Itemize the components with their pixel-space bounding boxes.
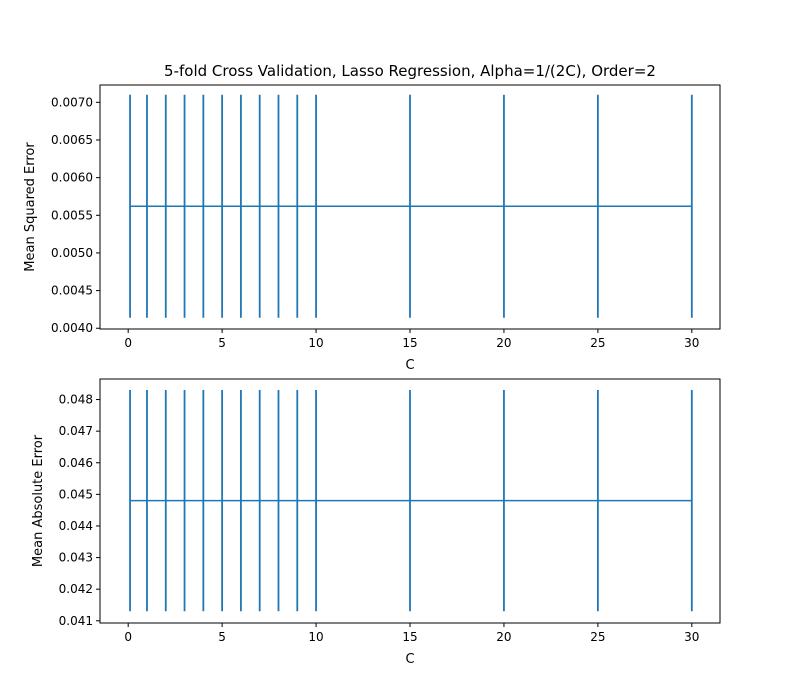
mae-x-axis-label: C [405, 652, 414, 667]
mse-x-tick-label: 0 [124, 336, 132, 350]
mse-x-tick-label: 10 [308, 336, 323, 350]
chart-title: 5-fold Cross Validation, Lasso Regressio… [164, 62, 656, 80]
mse-y-axis-label: Mean Squared Error [23, 142, 38, 272]
mse-x-tick-label: 30 [684, 336, 699, 350]
mse-y-tick-label: 0.0065 [51, 133, 93, 147]
mae-y-tick-label: 0.045 [59, 487, 93, 501]
mse-y-tick-label: 0.0045 [51, 284, 93, 298]
mae-x-tick-label: 30 [684, 630, 699, 644]
mse-y-tick-label: 0.0055 [51, 208, 93, 222]
mae-x-tick-label: 5 [218, 630, 226, 644]
mae-y-tick-label: 0.041 [59, 614, 93, 628]
mse-x-tick-label: 15 [402, 336, 417, 350]
mae-x-tick-label: 10 [308, 630, 323, 644]
mae-y-tick-label: 0.047 [59, 424, 93, 438]
mae-panel: 0 5 10 15 20 25 30 0.041 0.042 0.043 0.044 0.045 0.0… [31, 378, 721, 667]
mae-y-tick-label: 0.042 [59, 582, 93, 596]
mse-y-tick-label: 0.0070 [51, 95, 93, 109]
mae-y-tick-label: 0.048 [59, 393, 93, 407]
mae-y-tick-label: 0.044 [59, 519, 93, 533]
mse-y-tick-label: 0.0050 [51, 246, 93, 260]
mse-x-tick-label: 5 [218, 336, 226, 350]
mse-panel: 0 5 10 15 20 25 30 0.0040 0.0045 0.0050 0.0055 0.00… [23, 84, 721, 373]
mae-y-axis-label: Mean Absolute Error [31, 434, 46, 567]
mse-x-tick-label: 20 [496, 336, 511, 350]
mae-x-tick-label: 25 [590, 630, 605, 644]
mse-x-tick-label: 25 [590, 336, 605, 350]
mse-y-tick-label: 0.0040 [51, 321, 93, 335]
mse-y-tick-label: 0.0060 [51, 171, 93, 185]
mse-x-axis-label: C [405, 358, 414, 373]
mae-x-tick-label: 15 [402, 630, 417, 644]
mae-x-tick-label: 20 [496, 630, 511, 644]
mae-y-tick-label: 0.043 [59, 551, 93, 565]
mae-y-tick-label: 0.046 [59, 456, 93, 470]
mae-x-tick-label: 0 [124, 630, 132, 644]
